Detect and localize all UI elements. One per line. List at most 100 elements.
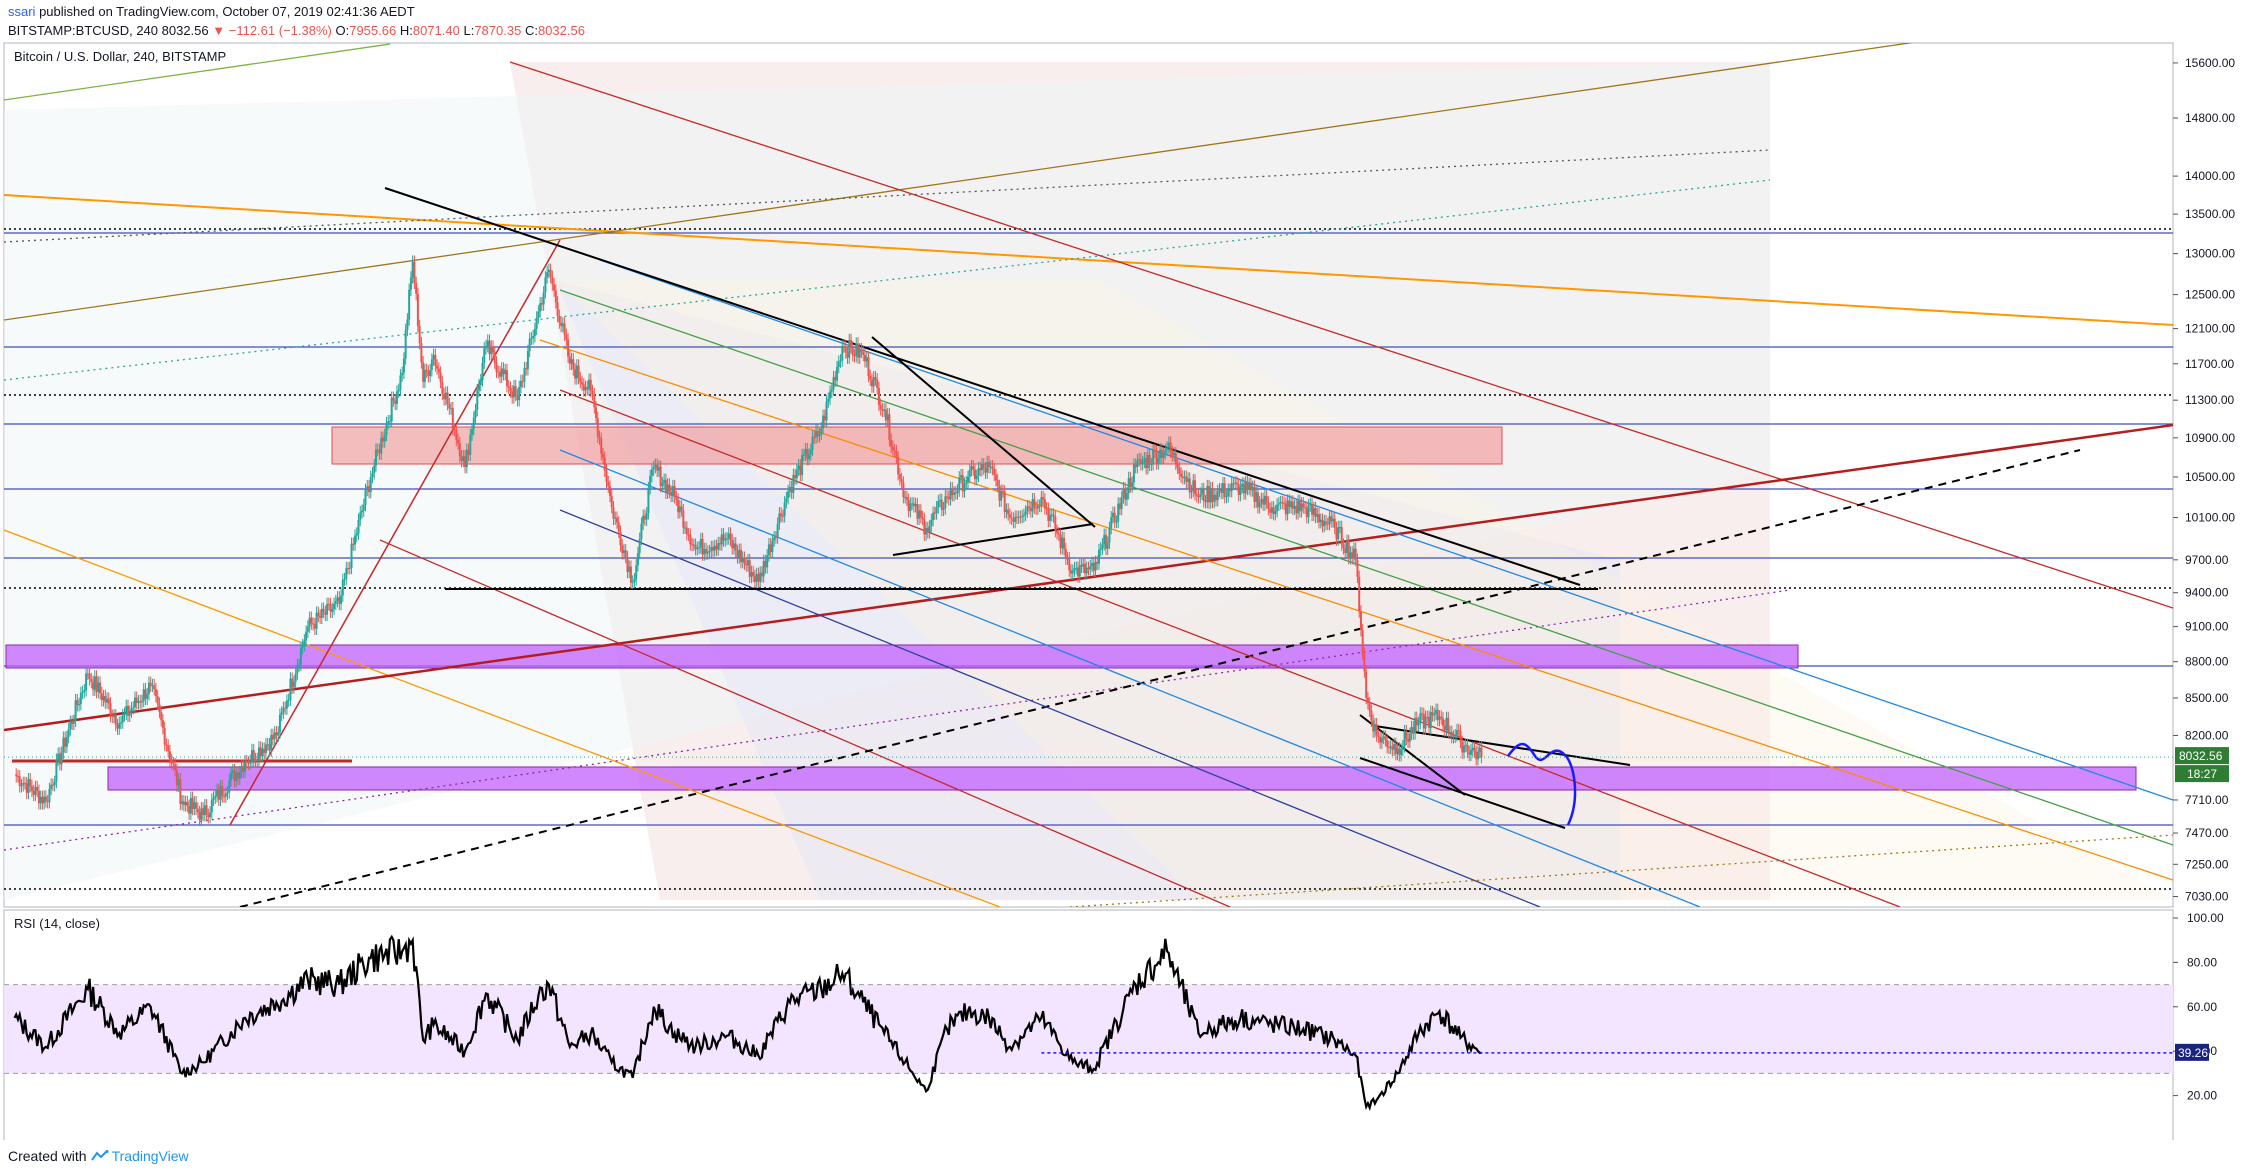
candle-up <box>778 513 781 524</box>
candle-up <box>380 437 383 454</box>
chart-canvas[interactable]: 15600.00 14800.00 14000.00 13500.00 13000.00… <box>0 40 2248 1140</box>
candle-down <box>205 805 208 815</box>
candle-down <box>1249 483 1252 491</box>
symbol-label: BITSTAMP:BTCUSD, 240 <box>8 23 159 38</box>
candle-up <box>273 732 276 740</box>
candle-up <box>1090 563 1093 566</box>
candle-up <box>928 526 931 533</box>
candle-up <box>588 379 591 390</box>
candle-up <box>822 415 825 429</box>
candle-up <box>939 499 942 502</box>
candle-up <box>635 565 638 580</box>
candle-up <box>130 708 133 712</box>
candle-down <box>1365 671 1368 698</box>
candle-down <box>1384 736 1387 741</box>
candle-down <box>996 480 999 487</box>
candle-down <box>1321 519 1324 527</box>
candle-down <box>774 537 777 539</box>
candle-down <box>624 550 627 558</box>
candle-up <box>1380 737 1383 743</box>
candle-down <box>104 696 107 703</box>
candle-down <box>705 548 708 554</box>
candle-up <box>469 434 472 455</box>
candle-down <box>987 462 990 468</box>
candle-up <box>1403 731 1406 747</box>
candle-up <box>1061 537 1064 549</box>
candle-down <box>175 770 178 786</box>
candle-up <box>970 466 973 470</box>
candle-up <box>1190 490 1193 493</box>
candle-up <box>261 748 264 757</box>
candle-down <box>15 774 18 777</box>
candle-down <box>589 379 592 391</box>
candle-up <box>147 682 150 695</box>
candle-up <box>1103 534 1106 545</box>
candle-down <box>781 515 784 517</box>
candle-up <box>85 673 88 691</box>
price-axis[interactable]: 15600.00 14800.00 14000.00 13500.00 13000.00… <box>2173 56 2235 904</box>
candle-down <box>540 303 543 305</box>
candle-up <box>231 770 234 773</box>
candle-up <box>369 476 372 493</box>
author-link[interactable]: ssari <box>8 4 36 19</box>
candle-down <box>420 343 423 363</box>
drawing-tools-layer <box>4 43 2173 907</box>
candle-down <box>1028 506 1031 509</box>
candle-down <box>502 368 505 375</box>
candle-up <box>809 449 812 455</box>
candle-down <box>509 387 512 392</box>
candle-down <box>163 728 166 745</box>
candle-down <box>694 544 697 550</box>
pattern-line <box>892 523 1094 556</box>
candle-up <box>1345 540 1348 553</box>
candle-down <box>1344 548 1347 553</box>
candle-down <box>1139 459 1142 465</box>
candle-down <box>790 486 793 493</box>
candle-up <box>732 543 735 549</box>
publication-line: ssari published on TradingView.com, Octo… <box>8 2 2240 21</box>
rsi-tick-label: 80.00 <box>2187 955 2217 969</box>
candle-up <box>785 498 788 503</box>
candle-up <box>285 700 288 709</box>
candle-down <box>1398 748 1401 756</box>
candle-down <box>1269 508 1272 513</box>
candle-up <box>546 272 549 278</box>
candle-down <box>1211 487 1214 502</box>
candle-up <box>383 435 386 442</box>
candle-up <box>244 761 246 772</box>
candle-down <box>1442 718 1445 726</box>
candle-up <box>423 369 426 382</box>
candle-down <box>659 466 662 487</box>
tradingview-brand[interactable]: TradingView <box>90 1148 189 1164</box>
candle-up <box>649 476 652 489</box>
candle-down <box>1220 489 1223 493</box>
candle-down <box>263 748 266 753</box>
candle-up <box>1319 519 1322 523</box>
candle-down <box>188 805 191 814</box>
candle-up <box>841 346 844 361</box>
candle-down <box>1461 741 1464 753</box>
candle-down <box>994 474 997 481</box>
candle-down <box>439 372 442 382</box>
candle-down <box>1358 576 1361 612</box>
candle-up <box>282 707 285 713</box>
candle-up <box>1005 509 1008 512</box>
candle-down <box>1118 503 1121 509</box>
candle-down <box>884 409 887 421</box>
candle-down <box>161 720 164 729</box>
candle-down <box>591 390 594 395</box>
candle-up <box>762 560 765 577</box>
candle-down <box>670 491 673 496</box>
candle-up <box>60 752 63 765</box>
candle-down <box>1019 516 1022 518</box>
last-price-badge <box>2175 747 2229 765</box>
candle-up <box>750 571 753 577</box>
candle-down <box>1326 523 1329 525</box>
candle-up <box>374 449 377 466</box>
candle-down <box>897 457 900 475</box>
candle-down <box>156 696 159 704</box>
high-value: 8071.40 <box>412 23 460 38</box>
candle-down <box>900 479 903 483</box>
candle-down <box>719 543 722 545</box>
